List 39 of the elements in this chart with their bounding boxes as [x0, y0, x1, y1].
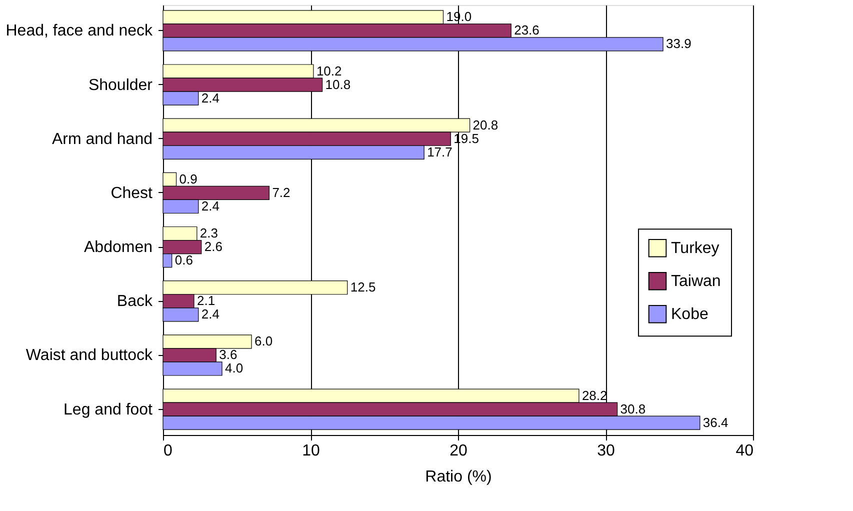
data-label: 36.4	[702, 414, 728, 430]
y-tick-label: Waist and buttock	[26, 347, 154, 364]
data-label: 20.8	[472, 117, 498, 132]
y-tick-label: Head, face and neck	[6, 22, 154, 40]
data-label: 2.4	[201, 198, 220, 214]
data-label: 0.9	[179, 171, 198, 186]
data-label: 0.6	[174, 252, 193, 268]
data-label: 3.6	[219, 347, 238, 362]
data-label: 17.7	[427, 144, 452, 160]
y-tick-label: Arm and hand	[52, 130, 152, 148]
legend-label: Turkey	[671, 240, 720, 258]
data-label: 2.6	[204, 239, 222, 254]
legend-label: Taiwan	[671, 273, 721, 290]
x-tick-label: 0	[164, 442, 172, 460]
data-label: 6.0	[254, 334, 273, 349]
data-label: 23.6	[514, 22, 540, 38]
data-label: 7.2	[272, 184, 290, 200]
y-tick-label: Shoulder	[88, 76, 154, 94]
x-tick-label: 20	[450, 442, 468, 460]
y-tick-label: Abdomen	[84, 239, 152, 256]
x-tick-label: 30	[597, 442, 615, 460]
data-label: 10.2	[316, 63, 342, 78]
y-tick-label: Chest	[110, 184, 154, 202]
data-label: 30.8	[620, 401, 646, 416]
data-label: 12.5	[350, 280, 376, 295]
data-label: 2.3	[200, 226, 218, 241]
x-axis-title: Ratio (%)	[425, 468, 492, 486]
legend-label: Kobe	[671, 306, 708, 324]
y-tick-label: Leg and foot	[64, 401, 154, 418]
x-tick-label: 40	[736, 442, 754, 460]
data-label: 2.4	[201, 90, 220, 106]
data-label: 28.2	[582, 388, 608, 403]
data-label: 2.4	[201, 306, 220, 322]
data-label: 4.0	[225, 360, 244, 376]
data-label: 33.9	[666, 36, 692, 52]
y-tick-label: Back	[116, 293, 154, 310]
data-label: 10.8	[325, 76, 351, 92]
data-label: 2.1	[196, 293, 216, 308]
x-tick-label: 10	[302, 442, 320, 460]
